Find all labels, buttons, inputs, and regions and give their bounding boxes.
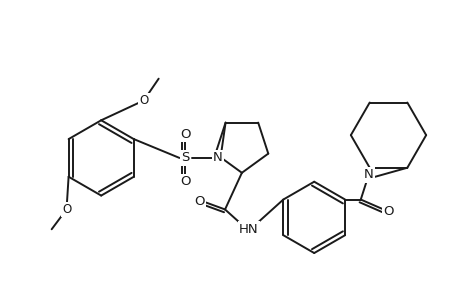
Text: O: O [180, 128, 190, 141]
Text: HN: HN [239, 223, 258, 236]
Text: O: O [139, 94, 148, 107]
Text: O: O [382, 205, 393, 218]
Text: N: N [213, 152, 223, 164]
Text: O: O [180, 175, 190, 188]
Text: N: N [363, 168, 373, 181]
Text: S: S [181, 152, 189, 164]
Text: O: O [194, 195, 204, 208]
Text: O: O [62, 203, 71, 216]
